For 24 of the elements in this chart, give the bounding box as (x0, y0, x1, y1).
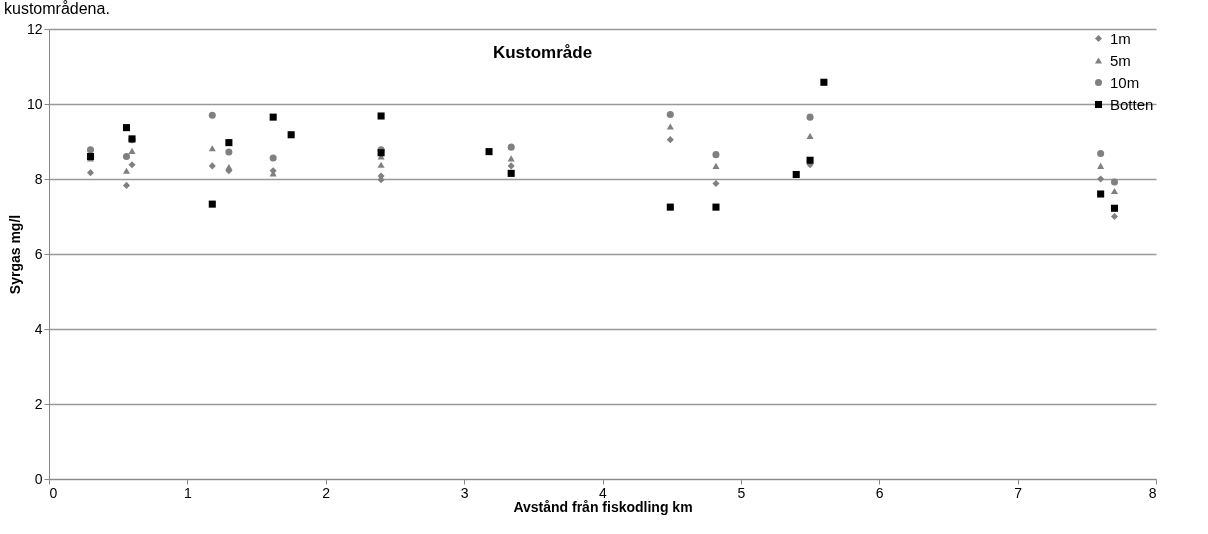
x-tick-label: 3 (460, 484, 469, 501)
x-tick-label: 7 (1014, 484, 1023, 501)
y-axis-title: Syrgas mg/l (6, 214, 23, 295)
x-tick-label: 1 (183, 484, 192, 501)
x-tick-label: 6 (875, 484, 884, 501)
y-tick-label: 6 (34, 245, 43, 262)
legend-label: 1m (1110, 29, 1131, 47)
legend-label: Botten (1110, 95, 1154, 113)
y-tick-label: 2 (34, 395, 43, 412)
text: kustområdena. (3, 0, 111, 19)
x-tick-label: 0 (49, 484, 58, 501)
legend-label: 5m (1110, 51, 1131, 69)
x-tick-label: 5 (737, 484, 746, 501)
y-tick-label: 12 (26, 20, 43, 37)
text: Kustområde (492, 43, 593, 62)
x-axis-title: Avstånd från fiskodling km (513, 498, 693, 515)
x-tick-label: 4 (599, 484, 608, 501)
x-tick-label: 2 (322, 484, 331, 501)
y-tick-label: 10 (26, 95, 43, 112)
y-tick-label: 8 (34, 170, 43, 187)
y-tick-label: 0 (34, 470, 43, 487)
x-tick-label: 8 (1148, 484, 1157, 501)
legend-label: 10m (1110, 73, 1140, 91)
y-tick-label: 4 (34, 320, 43, 337)
